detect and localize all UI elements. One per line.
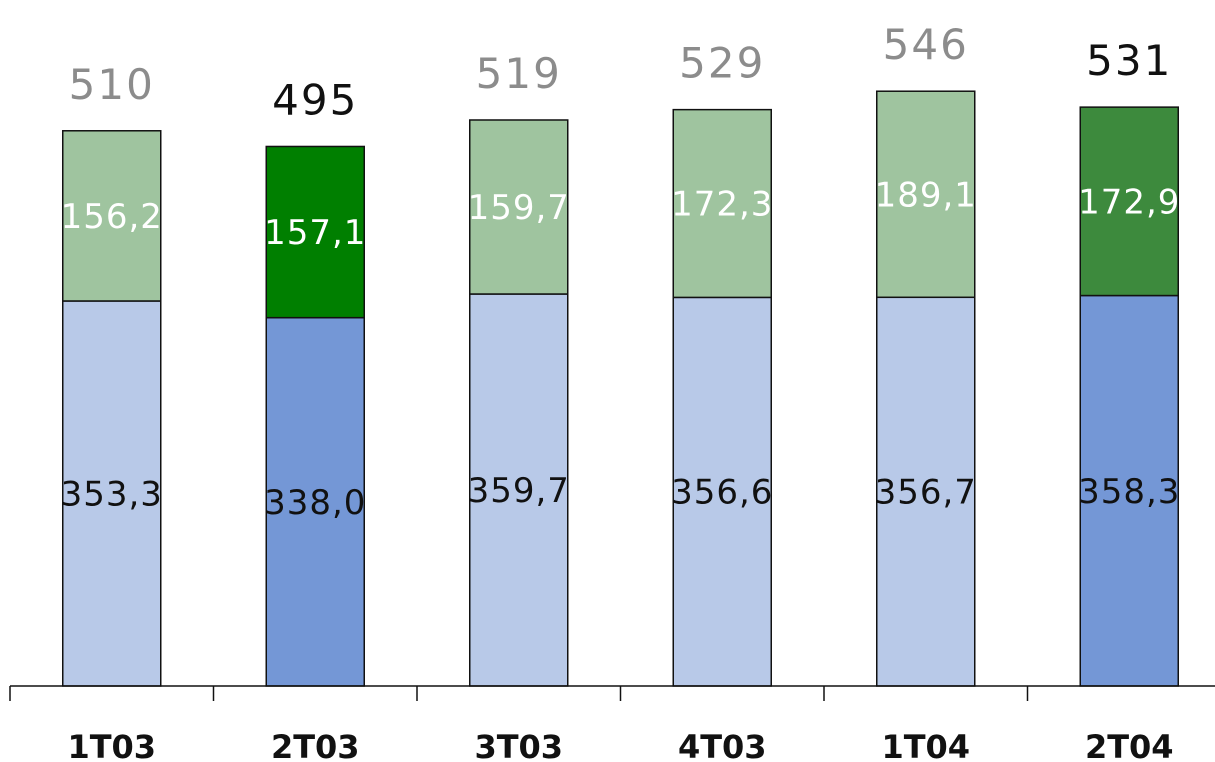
x-axis: 1T03 2T03 3T03 4T03 1T04 2T04 <box>9 685 1215 762</box>
value-label-top-1t03: 156,2 <box>61 197 163 237</box>
bars-layer <box>62 90 1179 687</box>
value-label-bottom-4t03: 356,6 <box>671 473 773 513</box>
bar-segment-top-2t04 <box>1079 106 1179 297</box>
value-label-top-4t03: 172,3 <box>671 185 773 225</box>
category-label-2t04: 2T04 <box>1085 728 1174 762</box>
bar-segment-bottom-3t03 <box>469 293 569 687</box>
value-label-bottom-1t03: 353,3 <box>61 474 163 514</box>
value-label-top-1t04: 189,1 <box>875 175 977 215</box>
value-label-top-3t03: 159,7 <box>468 188 570 228</box>
value-label-bottom-1t04: 356,7 <box>875 473 977 513</box>
total-label-4t03: 529 <box>679 39 765 88</box>
value-label-bottom-2t03: 338,0 <box>264 483 366 523</box>
bar-segment-top-4t03 <box>672 108 772 299</box>
labels-layer: 353,3 156,2 510 338,0 157,1 495 359,7 159,7 519 3… <box>61 20 1180 523</box>
total-label-1t03: 510 <box>69 60 155 109</box>
category-label-1t03: 1T03 <box>67 728 156 762</box>
total-label-1t04: 546 <box>883 20 969 69</box>
total-label-3t03: 519 <box>476 49 562 98</box>
bar-segment-bottom-2t04 <box>1079 294 1179 687</box>
total-label-2t04: 531 <box>1086 36 1172 85</box>
category-label-1t04: 1T04 <box>881 728 970 762</box>
value-label-top-2t04: 172,9 <box>1078 182 1180 222</box>
bar-segment-bottom-1t03 <box>62 300 162 687</box>
value-label-bottom-2t04: 358,3 <box>1078 472 1180 512</box>
value-label-bottom-3t03: 359,7 <box>468 471 570 511</box>
bar-segment-top-3t03 <box>469 119 569 295</box>
value-label-top-2t03: 157,1 <box>264 213 366 253</box>
total-label-2t03: 495 <box>272 75 358 124</box>
bar-segment-top-1t03 <box>62 130 162 302</box>
category-label-2t03: 2T03 <box>271 728 360 762</box>
bar-segment-top-1t04 <box>876 90 976 299</box>
category-label-3t03: 3T03 <box>474 728 563 762</box>
category-label-4t03: 4T03 <box>678 728 767 762</box>
bar-segment-top-2t03 <box>265 145 365 319</box>
